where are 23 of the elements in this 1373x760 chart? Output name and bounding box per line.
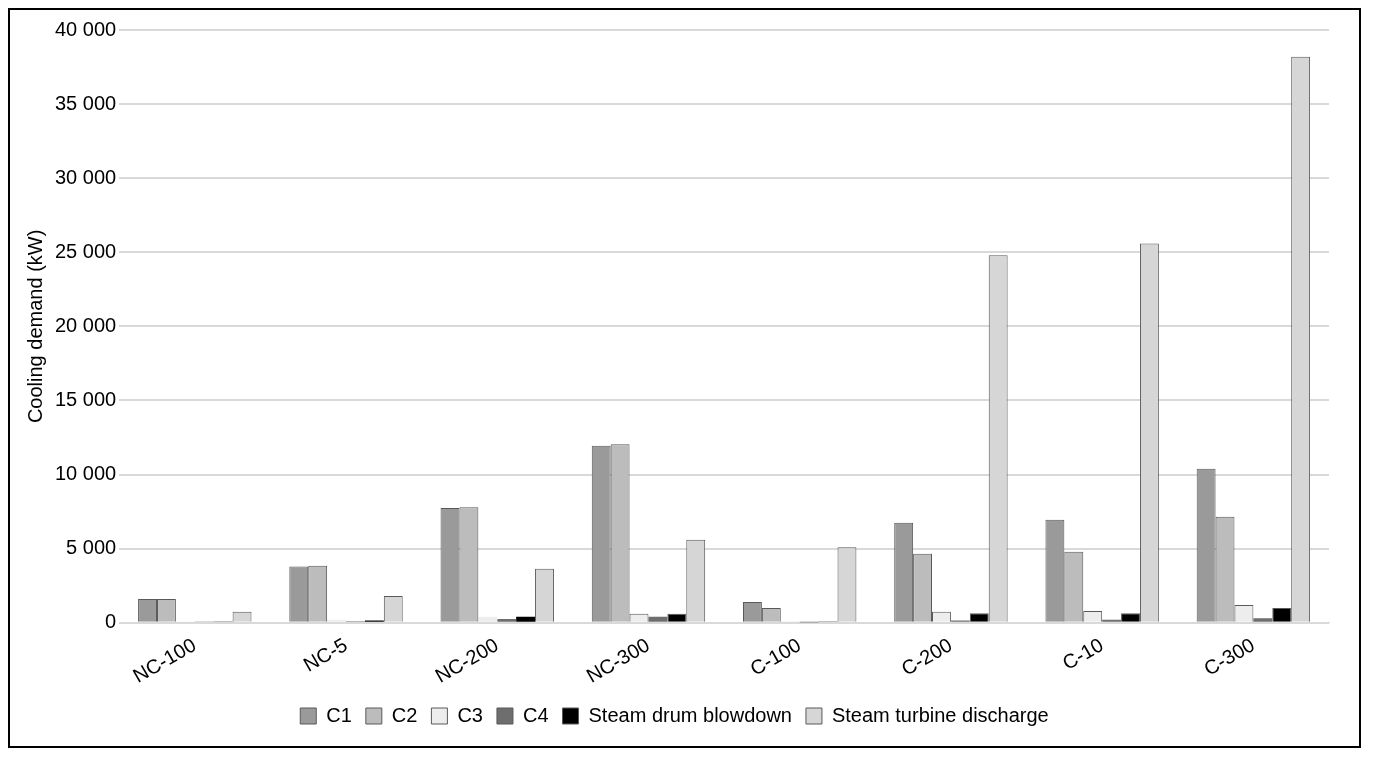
legend-label: C3: [457, 703, 483, 726]
bar: [497, 619, 517, 622]
y-tick-label: 20 000: [55, 313, 117, 336]
legend-label: C2: [391, 703, 418, 726]
legend-label: C1: [326, 703, 352, 726]
bar: [1253, 618, 1273, 622]
legend-label: Steam drum blowdown: [588, 703, 792, 726]
x-tick-label: C-10: [1058, 633, 1107, 675]
bar: [648, 616, 668, 622]
y-tick-label: 5 000: [66, 536, 117, 559]
y-tick-label: 0: [105, 610, 117, 633]
legend-label: C4: [522, 703, 549, 726]
y-tick-label: 30 000: [55, 165, 117, 188]
y-tick-label: 10 000: [55, 462, 117, 485]
y-tick-label: 40 000: [55, 17, 117, 40]
bar: [478, 616, 498, 622]
y-tick-label: 35 000: [55, 91, 117, 114]
y-tick-label: 15 000: [55, 387, 117, 410]
y-tick-label: 25 000: [55, 239, 117, 262]
bar: [516, 616, 536, 622]
legend-label: Steam turbine discharge: [831, 703, 1049, 726]
x-tick-label: NC-5: [299, 633, 351, 676]
y-axis-title: Cooling demand (kW): [23, 229, 46, 424]
